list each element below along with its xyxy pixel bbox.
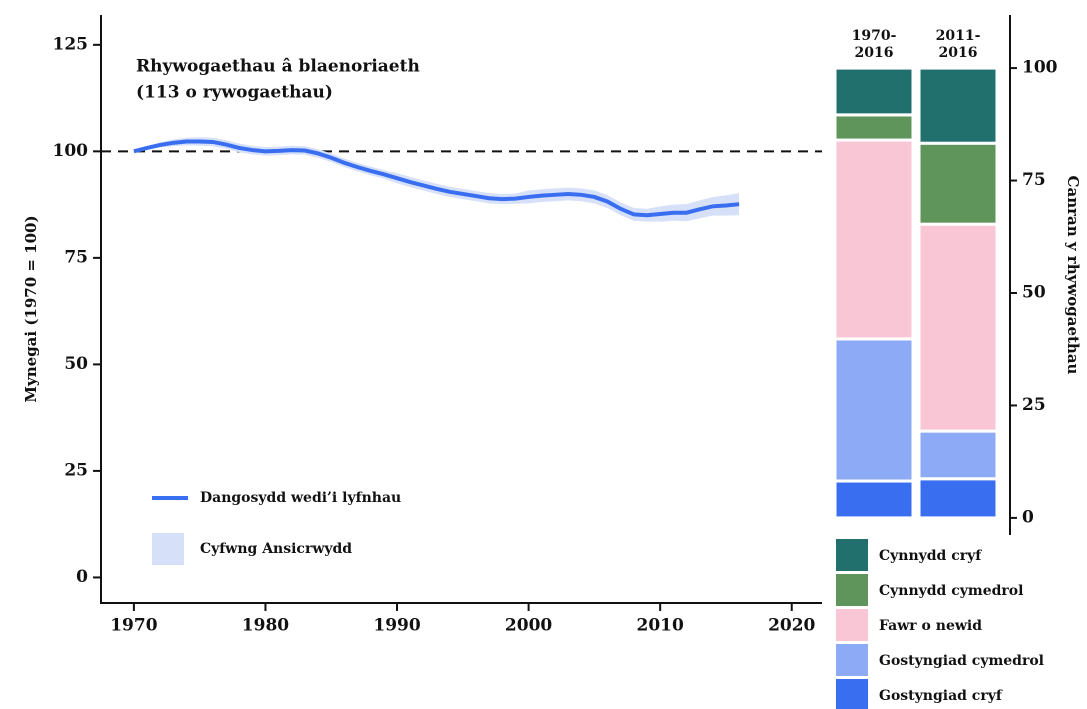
legend-swatch <box>152 533 184 565</box>
y-tick-label: 125 <box>53 34 89 54</box>
y2-tick-label: 25 <box>1022 395 1046 415</box>
x-tick-label: 1980 <box>242 616 289 636</box>
legend-swatch <box>836 539 868 571</box>
legend-swatch <box>836 679 868 709</box>
y-tick-label: 50 <box>64 354 88 374</box>
legend-swatch <box>836 574 868 606</box>
bar-segment <box>917 429 999 481</box>
chart-subtitle: (113 o rywogaethau) <box>136 83 333 103</box>
legend-label: Gostyngiad cymedrol <box>879 653 1044 669</box>
legend-label: Cynnydd cryf <box>879 548 982 564</box>
legend-label: Cynnydd cymedrol <box>879 583 1023 599</box>
legend-swatch <box>836 609 868 641</box>
y-tick-label: 100 <box>53 141 89 161</box>
legend-label: Gostyngiad cryf <box>879 688 1003 704</box>
bar-segment <box>833 66 915 117</box>
bar-segment <box>833 479 915 520</box>
legend-label: Cyfwng Ansicrwydd <box>200 541 352 557</box>
y2-tick-label: 0 <box>1022 507 1034 527</box>
x-tick-label: 1970-2016 <box>852 28 897 61</box>
x-tick-label: 2011-2016 <box>936 28 981 61</box>
x-tick-label: 2010 <box>637 616 684 636</box>
bar-segment <box>917 222 999 433</box>
y2-axis-label: Canran y rhywogaethau <box>1064 176 1082 375</box>
y-tick-label: 25 <box>64 460 88 480</box>
bar-segment <box>917 477 999 520</box>
y2-tick-label: 100 <box>1022 58 1058 78</box>
bar-segment <box>833 337 915 483</box>
x-tick-label: 1970 <box>110 616 157 636</box>
legend-label: Fawr o newid <box>879 618 982 634</box>
bar-segment <box>917 141 999 226</box>
y-axis-label: Mynegai (1970 = 100) <box>22 215 40 402</box>
x-tick-label: 2000 <box>505 616 552 636</box>
x-tick-label: 2020 <box>768 616 815 636</box>
chart-title: Rhywogaethau â blaenoriaeth <box>136 57 420 77</box>
y-tick-label: 75 <box>64 247 88 267</box>
bar-segment <box>833 138 915 341</box>
y-tick-label: 0 <box>76 567 88 587</box>
y2-tick-label: 75 <box>1022 170 1046 190</box>
line <box>133 139 740 218</box>
legend-label: Dangosydd wedi’i lyfnhau <box>200 490 401 506</box>
legend-swatch <box>836 644 868 676</box>
bar-segment <box>833 113 915 142</box>
x-tick-label: 1990 <box>373 616 420 636</box>
bar-segment <box>917 66 999 145</box>
y2-tick-label: 50 <box>1022 282 1046 302</box>
confidence-band <box>133 137 740 222</box>
